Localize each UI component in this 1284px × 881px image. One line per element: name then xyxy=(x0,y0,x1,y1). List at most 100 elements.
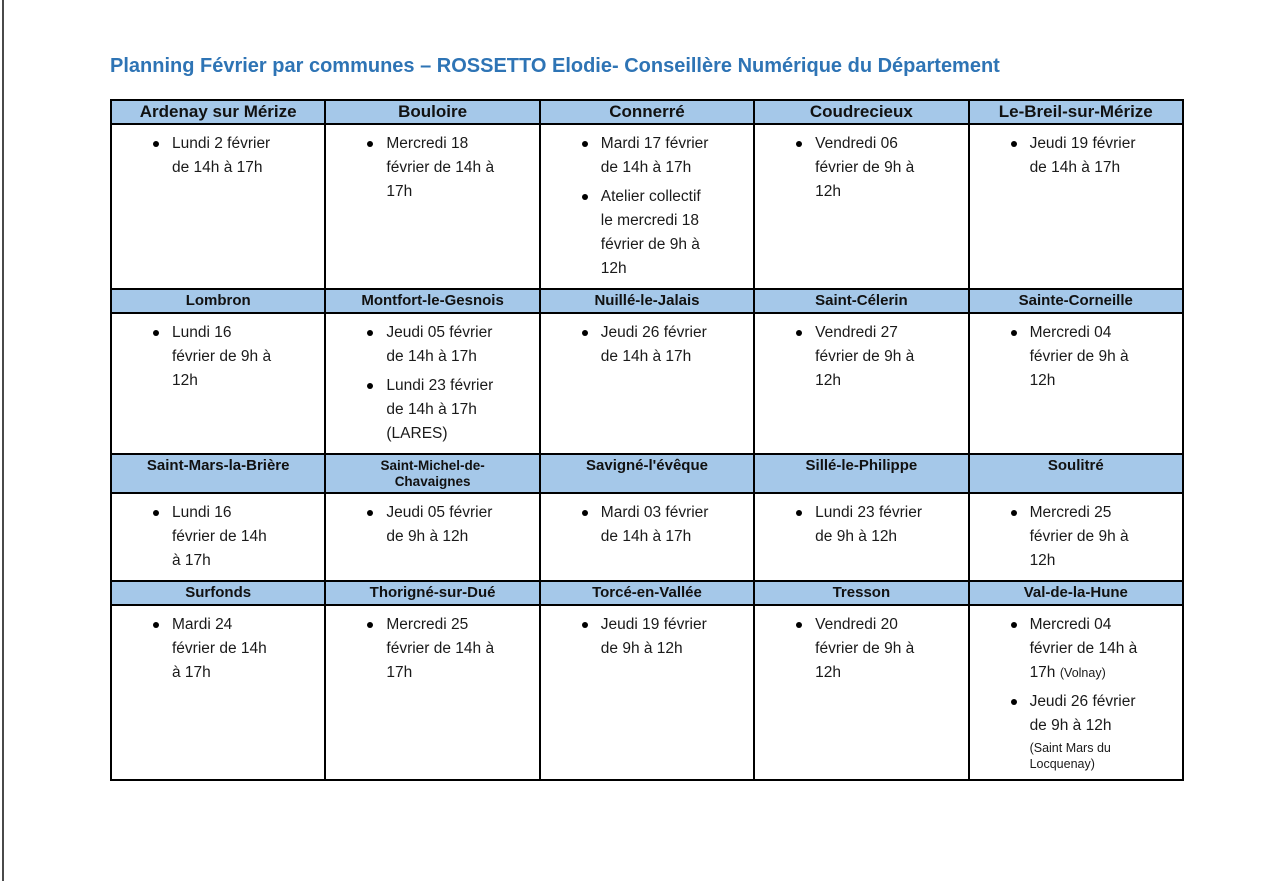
event-text: Vendredi 20 février de 9h à 12h xyxy=(815,616,915,681)
event-text: Vendredi 06 février de 9h à 12h xyxy=(815,135,915,200)
commune-header-row: Saint-Mars-la-Brière Saint-Michel-de- Ch… xyxy=(109,453,1185,494)
commune-header-saint-celerin: Saint-Célerin xyxy=(753,288,970,314)
event-item: Jeudi 05 février de 9h à 12h xyxy=(326,501,534,549)
event-text: Jeudi 19 février de 14h à 17h xyxy=(1029,135,1136,176)
event-item: Lundi 16 février de 9h à 12h xyxy=(112,321,320,393)
event-text: Mercredi 04 février de 9h à 12h xyxy=(1029,324,1129,389)
schedule-cell-coudrecieux: Vendredi 06 février de 9h à 12h xyxy=(753,123,970,290)
event-list: Lundi 16 février de 9h à 12h xyxy=(112,321,320,393)
event-item: Mercredi 25 février de 14h à 17h xyxy=(326,613,534,685)
schedule-cell-bouloire: Mercredi 18 février de 14h à 17h xyxy=(324,123,541,290)
event-list: Vendredi 20 février de 9h à 12h xyxy=(755,613,963,685)
event-list: Lundi 16 février de 14h à 17h xyxy=(112,501,320,573)
event-list: Mardi 24 février de 14h à 17h xyxy=(112,613,320,685)
event-list: Vendredi 06 février de 9h à 12h xyxy=(755,132,963,204)
commune-header-ardenay: Ardenay sur Mérize xyxy=(109,99,327,125)
commune-header-lombron: Lombron xyxy=(109,288,327,314)
event-item: Jeudi 26 février de 9h à 12h (Saint Mars … xyxy=(970,690,1178,772)
schedule-cell-montfort: Jeudi 05 février de 14h à 17h Lundi 23 f… xyxy=(324,312,541,455)
schedule-row: Lundi 16 février de 14h à 17h Jeudi 05 f… xyxy=(109,492,1185,582)
event-item: Lundi 16 février de 14h à 17h xyxy=(112,501,320,573)
event-item: Atelier collectif le mercredi 18 février… xyxy=(541,185,749,281)
event-item: Vendredi 06 février de 9h à 12h xyxy=(755,132,963,204)
event-note: (Volnay) xyxy=(1059,666,1106,680)
event-text: Jeudi 19 février de 9h à 12h xyxy=(600,616,707,657)
schedule-cell-ardenay: Lundi 2 février de 14h à 17h xyxy=(109,123,327,290)
event-list: Jeudi 19 février de 14h à 17h xyxy=(970,132,1178,180)
commune-header-thorigne: Thorigné-sur-Dué xyxy=(324,580,541,606)
schedule-cell-soulitre: Mercredi 25 février de 9h à 12h xyxy=(967,492,1185,582)
schedule-row: Mardi 24 février de 14h à 17h Mercredi 2… xyxy=(109,604,1185,781)
event-item: Lundi 23 février de 14h à 17h (LARES) xyxy=(326,374,534,446)
schedule-cell-nuille: Jeudi 26 février de 14h à 17h xyxy=(538,312,756,455)
event-text: Jeudi 26 février de 9h à 12h xyxy=(1029,693,1136,734)
event-item: Lundi 2 février de 14h à 17h xyxy=(112,132,320,180)
commune-header-tresson: Tresson xyxy=(753,580,970,606)
event-list: Jeudi 05 février de 9h à 12h xyxy=(326,501,534,549)
schedule-cell-le-breil: Jeudi 19 février de 14h à 17h xyxy=(967,123,1185,290)
event-list: Vendredi 27 février de 9h à 12h xyxy=(755,321,963,393)
event-list: Mercredi 04 février de 14h à 17h (Volnay… xyxy=(970,613,1178,772)
event-item: Jeudi 19 février de 9h à 12h xyxy=(541,613,749,661)
event-text: Jeudi 26 février de 14h à 17h xyxy=(600,324,707,365)
event-text: Lundi 23 février de 9h à 12h xyxy=(815,504,923,545)
event-text: Mardi 17 février de 14h à 17h xyxy=(600,135,709,176)
page-edge-line xyxy=(2,0,4,881)
event-item: Mercredi 04 février de 9h à 12h xyxy=(970,321,1178,393)
commune-header-coudrecieux: Coudrecieux xyxy=(753,99,970,125)
commune-header-row: Surfonds Thorigné-sur-Dué Torcé-en-Vallé… xyxy=(109,580,1185,606)
event-list: Lundi 2 février de 14h à 17h xyxy=(112,132,320,180)
event-text: Lundi 16 février de 14h à 17h xyxy=(172,504,267,569)
event-item: Jeudi 26 février de 14h à 17h xyxy=(541,321,749,369)
event-list: Jeudi 19 février de 9h à 12h xyxy=(541,613,749,661)
event-list: Mercredi 18 février de 14h à 17h xyxy=(326,132,534,204)
event-text: Lundi 16 février de 9h à 12h xyxy=(172,324,272,389)
event-list: Mercredi 25 février de 9h à 12h xyxy=(970,501,1178,573)
event-item: Mercredi 18 février de 14h à 17h xyxy=(326,132,534,204)
commune-header-connerre: Connerré xyxy=(538,99,756,125)
event-text: Mercredi 25 février de 9h à 12h xyxy=(1029,504,1129,569)
commune-header-le-breil: Le-Breil-sur-Mérize xyxy=(967,99,1185,125)
event-item: Mardi 03 février de 14h à 17h xyxy=(541,501,749,549)
event-text: Mardi 03 février de 14h à 17h xyxy=(600,504,709,545)
event-text: Mercredi 18 février de 14h à 17h xyxy=(386,135,495,200)
schedule-row: Lundi 2 février de 14h à 17h Mercredi 18… xyxy=(109,123,1185,290)
event-item: Jeudi 05 février de 14h à 17h xyxy=(326,321,534,369)
event-text: Lundi 2 février de 14h à 17h xyxy=(172,135,271,176)
schedule-cell-sille: Lundi 23 février de 9h à 12h xyxy=(753,492,970,582)
schedule-cell-savigne: Mardi 03 février de 14h à 17h xyxy=(538,492,756,582)
event-list: Lundi 23 février de 9h à 12h xyxy=(755,501,963,549)
commune-header-montfort: Montfort-le-Gesnois xyxy=(324,288,541,314)
event-item: Jeudi 19 février de 14h à 17h xyxy=(970,132,1178,180)
schedule-cell-val-de-la-hune: Mercredi 04 février de 14h à 17h (Volnay… xyxy=(967,604,1185,781)
commune-header-soulitre: Soulitré xyxy=(967,453,1185,494)
schedule-row: Lundi 16 février de 9h à 12h Jeudi 05 fé… xyxy=(109,312,1185,455)
commune-header-savigne: Savigné-l'évêque xyxy=(538,453,756,494)
schedule-cell-saint-michel: Jeudi 05 février de 9h à 12h xyxy=(324,492,541,582)
schedule-cell-lombron: Lundi 16 février de 9h à 12h xyxy=(109,312,327,455)
event-text: Mercredi 04 février de 14h à 17h xyxy=(1029,616,1138,681)
schedule-cell-surfonds: Mardi 24 février de 14h à 17h xyxy=(109,604,327,781)
schedule-cell-saint-mars: Lundi 16 février de 14h à 17h xyxy=(109,492,327,582)
page-title: Planning Février par communes – ROSSETTO… xyxy=(110,55,1000,77)
commune-header-saint-michel: Saint-Michel-de- Chavaignes xyxy=(324,453,541,494)
schedule-cell-connerre: Mardi 17 février de 14h à 17h Atelier co… xyxy=(538,123,756,290)
commune-header-saint-mars: Saint-Mars-la-Brière xyxy=(109,453,327,494)
event-note: (Saint Mars du Locquenay) xyxy=(1029,741,1111,771)
event-item: Mercredi 25 février de 9h à 12h xyxy=(970,501,1178,573)
schedule-cell-torce: Jeudi 19 février de 9h à 12h xyxy=(538,604,756,781)
event-item: Vendredi 20 février de 9h à 12h xyxy=(755,613,963,685)
event-list: Mercredi 04 février de 9h à 12h xyxy=(970,321,1178,393)
commune-header-row: Ardenay sur Mérize Bouloire Connerré Cou… xyxy=(109,99,1185,125)
event-text: Jeudi 05 février de 9h à 12h xyxy=(386,504,493,545)
commune-header-row: Lombron Montfort-le-Gesnois Nuillé-le-Ja… xyxy=(109,288,1185,314)
event-text: Lundi 23 février de 14h à 17h (LARES) xyxy=(386,377,494,442)
schedule-cell-tresson: Vendredi 20 février de 9h à 12h xyxy=(753,604,970,781)
document-page: Planning Février par communes – ROSSETTO… xyxy=(109,55,1185,781)
event-list: Mardi 17 février de 14h à 17h Atelier co… xyxy=(541,132,749,281)
commune-header-val-de-la-hune: Val-de-la-Hune xyxy=(967,580,1185,606)
event-text: Mardi 24 février de 14h à 17h xyxy=(172,616,267,681)
schedule-cell-thorigne: Mercredi 25 février de 14h à 17h xyxy=(324,604,541,781)
event-list: Mercredi 25 février de 14h à 17h xyxy=(326,613,534,685)
commune-header-sille: Sillé-le-Philippe xyxy=(753,453,970,494)
